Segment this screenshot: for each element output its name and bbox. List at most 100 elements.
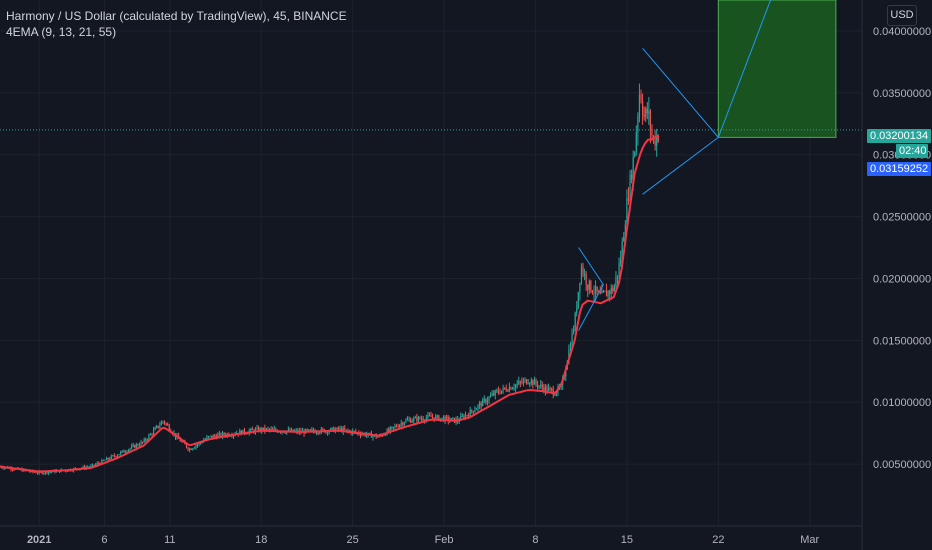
candle-body [471, 409, 473, 412]
candle-body [140, 441, 142, 446]
candle-body [657, 136, 659, 142]
candle-body [508, 387, 510, 392]
currency-button[interactable]: USD [887, 5, 917, 26]
candle-body [167, 423, 169, 426]
candle-body [121, 450, 123, 452]
candle-body [239, 430, 241, 435]
candle-body [511, 388, 514, 390]
candle-body [359, 434, 362, 436]
candle-body [649, 111, 652, 130]
indicator-title[interactable]: 4EMA (9, 13, 21, 55) [6, 25, 117, 39]
candle-body [425, 417, 427, 421]
y-tick-label: 0.00500000 [873, 459, 931, 471]
candle-body [500, 390, 503, 394]
candle-body [601, 291, 603, 294]
candle-body [621, 241, 623, 260]
candle-body [309, 429, 311, 431]
candle-body [582, 266, 584, 275]
candle-body [13, 469, 15, 471]
symbol-title[interactable]: Harmony / US Dollar (calculated by Tradi… [6, 9, 347, 23]
candle-body [339, 428, 341, 430]
candle-body [638, 94, 641, 117]
candle-body [613, 286, 615, 292]
candle-body [221, 433, 224, 437]
candle-body [157, 425, 159, 428]
candle-body [369, 432, 371, 434]
candle-body [165, 423, 167, 425]
candle-body [242, 429, 244, 435]
candle-body [513, 387, 515, 389]
candle-body [477, 405, 479, 409]
candle-body [29, 471, 31, 473]
candle-body [330, 428, 332, 431]
candle-body [129, 448, 131, 450]
candle-body [529, 383, 531, 385]
candle-body [656, 136, 658, 146]
y-tick-label: 0.02500000 [873, 212, 931, 224]
candle-body [419, 417, 421, 419]
candle-body [521, 382, 523, 384]
candle-body [536, 384, 539, 387]
candle-body [116, 455, 119, 457]
candle-body [472, 411, 474, 413]
candle-body [648, 111, 650, 114]
candle-body [290, 429, 293, 432]
y-tick-label: 0.02000000 [873, 273, 931, 285]
candle-body [538, 385, 540, 387]
candle-body [504, 387, 506, 389]
candle-body [624, 224, 626, 237]
candle-body [113, 455, 116, 457]
candle-body [478, 403, 481, 406]
candle-body [319, 432, 321, 434]
candle-body [469, 409, 471, 416]
candle-body [618, 263, 620, 276]
candle-body [450, 418, 452, 421]
candle-body [616, 275, 619, 278]
candle-body [218, 433, 221, 435]
candle-body [154, 427, 156, 431]
x-tick-label: 2021 [27, 534, 51, 546]
x-tick-label: 22 [712, 534, 724, 546]
candle-body [151, 434, 153, 436]
candle-body [336, 427, 338, 430]
candle-body [214, 435, 216, 437]
candle-body [502, 387, 504, 391]
candle-body [104, 460, 106, 462]
price-candles [0, 83, 659, 476]
y-tick-label: 0.03500000 [873, 88, 931, 100]
candle-body [497, 390, 499, 393]
candle-body [132, 445, 134, 447]
candle-body [46, 471, 48, 474]
candle-body [315, 432, 318, 434]
candle-body [416, 417, 418, 422]
candle-body [262, 427, 264, 431]
candle-body [414, 417, 416, 419]
candle-body [109, 458, 111, 460]
candle-body [486, 400, 489, 403]
last-price-tag: 0.03200134 [867, 129, 932, 143]
candle-body [181, 441, 183, 443]
candle-body [162, 421, 164, 423]
candle-body [156, 425, 158, 428]
candle-body [265, 428, 268, 431]
candle-body [489, 395, 492, 398]
candle-body [549, 388, 551, 390]
candle-body [267, 428, 269, 430]
candle-body [101, 460, 103, 464]
candle-body [464, 414, 467, 419]
candle-body [212, 435, 214, 438]
candle-body [96, 463, 98, 465]
candle-body [395, 426, 398, 428]
candle-body [185, 444, 188, 448]
candle-body [413, 418, 415, 422]
candle-body [342, 428, 344, 432]
candle-body [438, 415, 440, 421]
x-tick-label: 11 [164, 534, 175, 546]
candle-body [446, 416, 448, 418]
candle-body [377, 436, 379, 438]
candle-body [392, 426, 394, 428]
candle-body [543, 387, 545, 392]
candle-body [210, 435, 213, 438]
